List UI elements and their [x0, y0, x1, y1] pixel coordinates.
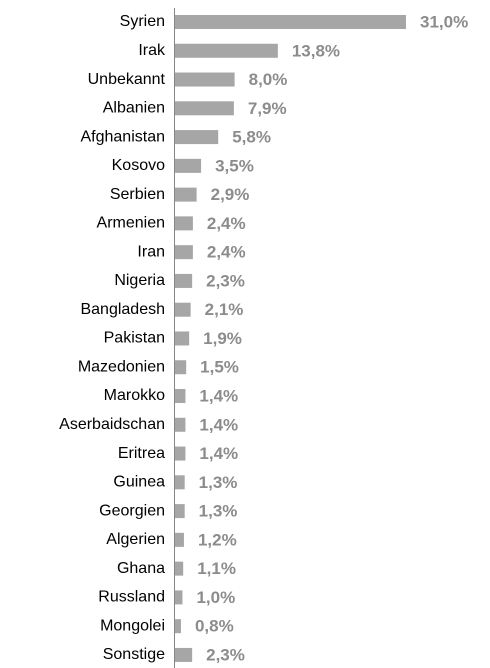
bar	[175, 504, 185, 519]
value-label: 8,0%	[249, 70, 288, 89]
bar	[175, 360, 187, 375]
category-label: Syrien	[120, 13, 165, 30]
value-label: 2,1%	[205, 300, 244, 319]
value-label: 1,5%	[200, 358, 239, 377]
category-label: Marokko	[104, 387, 165, 404]
category-label: Afghanistan	[80, 128, 165, 145]
value-label: 2,3%	[206, 271, 245, 290]
bar	[175, 130, 219, 145]
category-label: Aserbaidschan	[59, 416, 165, 433]
bar	[175, 72, 235, 87]
bar	[175, 446, 186, 461]
bar	[175, 389, 186, 404]
bar	[175, 158, 202, 173]
category-label: Russland	[98, 589, 165, 606]
category-label: Nigeria	[114, 272, 165, 289]
category-label: Irak	[138, 42, 166, 59]
bar	[175, 590, 183, 605]
bar	[175, 475, 185, 490]
bar	[175, 216, 193, 231]
bar	[175, 101, 234, 116]
value-label: 2,4%	[207, 243, 246, 262]
value-label: 1,4%	[199, 415, 238, 434]
value-label: 1,0%	[196, 588, 235, 607]
value-label: 1,2%	[198, 530, 237, 549]
value-label: 1,4%	[199, 386, 238, 405]
value-label: 1,3%	[199, 502, 238, 521]
category-label: Sonstige	[103, 646, 165, 663]
category-label: Mazedonien	[78, 358, 165, 375]
value-label: 2,9%	[211, 185, 250, 204]
category-label: Iran	[137, 243, 165, 260]
value-label: 1,3%	[199, 473, 238, 492]
category-label: Serbien	[110, 186, 165, 203]
category-label: Albanien	[103, 100, 165, 117]
category-label: Unbekannt	[88, 71, 166, 88]
category-label: Georgien	[99, 502, 165, 519]
value-label: 1,9%	[203, 329, 242, 348]
bar	[175, 273, 193, 288]
bar	[175, 417, 186, 432]
value-label: 1,4%	[199, 444, 238, 463]
category-label: Bangladesh	[80, 301, 165, 318]
category-label: Guinea	[113, 474, 165, 491]
value-label: 2,4%	[207, 214, 246, 233]
bar	[175, 302, 191, 317]
bar	[175, 187, 197, 202]
bar	[175, 532, 184, 547]
category-label: Algerien	[106, 531, 165, 548]
category-label: Mongolei	[100, 617, 165, 634]
category-label: Kosovo	[112, 157, 165, 174]
category-label: Armenien	[97, 215, 165, 232]
value-label: 1,1%	[197, 559, 236, 578]
bar	[175, 561, 184, 576]
value-label: 5,8%	[232, 128, 271, 147]
bar	[175, 43, 278, 58]
category-label: Ghana	[117, 560, 165, 577]
category-label: Eritrea	[118, 445, 165, 462]
value-label: 3,5%	[215, 156, 254, 175]
value-label: 2,3%	[206, 645, 245, 664]
bar	[175, 15, 406, 29]
bar	[175, 331, 190, 346]
category-label: Pakistan	[104, 330, 165, 347]
bar	[175, 245, 193, 260]
bar	[175, 647, 193, 662]
value-label: 0,8%	[195, 617, 234, 636]
value-label: 7,9%	[248, 99, 287, 118]
value-label: 31,0%	[420, 12, 468, 31]
bar	[175, 619, 181, 634]
value-label: 13,8%	[292, 41, 340, 60]
